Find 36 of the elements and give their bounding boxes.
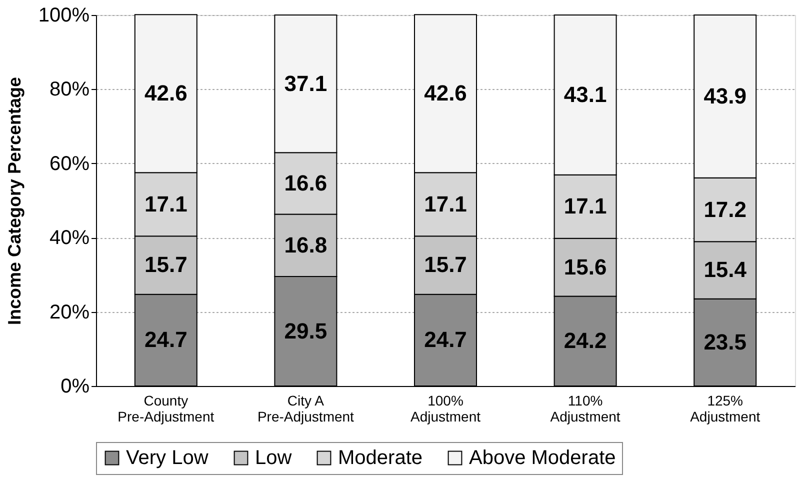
y-axis-title: Income Category Percentage	[4, 76, 24, 326]
y-tick-label: 100%	[38, 4, 90, 26]
data-label: 17.1	[424, 191, 467, 216]
data-label: 15.6	[564, 254, 607, 280]
legend-label: Moderate	[338, 447, 422, 469]
legend-label: Low	[255, 447, 292, 469]
x-tick-label: 100% Adjustment	[410, 392, 481, 424]
data-label: 42.6	[424, 80, 467, 106]
data-label: 15.4	[704, 257, 748, 282]
data-label: 43.1	[564, 82, 607, 107]
data-label: 43.9	[704, 83, 747, 108]
data-label: 24.7	[424, 327, 467, 352]
x-tick-label: 125% Adjustment	[690, 392, 760, 424]
x-tick-label: 110% Adjustment	[550, 392, 620, 424]
y-tick-label: 0%	[60, 376, 90, 398]
data-label: 17.2	[704, 196, 747, 222]
data-label: 15.7	[144, 252, 188, 278]
data-label: 17.1	[144, 191, 188, 216]
data-label: 17.1	[564, 194, 607, 219]
y-tick-label: 40%	[49, 227, 90, 250]
legend-label: Very Low	[126, 447, 209, 469]
y-tick-label: 80%	[49, 78, 90, 101]
data-label: 29.5	[284, 318, 328, 344]
x-tick-label: City A Pre-Adjustment	[257, 392, 354, 424]
data-label: 16.6	[284, 170, 328, 196]
x-tick-label: County Pre-Adjustment	[118, 392, 214, 424]
legend-label: Above Moderate	[469, 447, 616, 469]
data-label: 23.5	[704, 329, 747, 354]
y-tick-label: 60%	[49, 152, 90, 175]
y-tick-label: 20%	[49, 301, 90, 324]
data-label: 37.1	[284, 70, 328, 96]
data-label: 24.2	[564, 328, 607, 354]
data-label: 24.7	[144, 327, 188, 352]
data-label: 15.7	[424, 252, 467, 278]
data-label: 42.6	[144, 80, 188, 106]
data-label: 16.8	[284, 232, 328, 258]
